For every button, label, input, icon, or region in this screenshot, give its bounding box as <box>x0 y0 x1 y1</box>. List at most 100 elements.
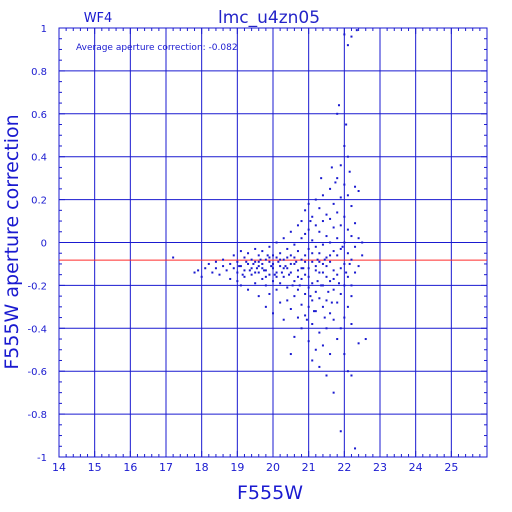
data-point <box>268 245 271 248</box>
data-point <box>339 267 342 270</box>
data-point <box>313 310 316 313</box>
data-point <box>275 271 278 274</box>
data-point <box>318 260 321 263</box>
data-point <box>288 273 291 276</box>
data-point <box>300 220 303 223</box>
data-point <box>218 273 221 276</box>
data-point <box>264 269 267 272</box>
data-point <box>332 318 335 321</box>
data-point <box>332 391 335 394</box>
data-point <box>314 269 317 272</box>
data-point <box>318 271 321 274</box>
data-point <box>343 33 346 36</box>
data-point <box>336 273 339 276</box>
data-point <box>272 280 274 283</box>
data-point <box>311 282 314 285</box>
data-point <box>261 262 264 265</box>
data-point <box>248 269 251 272</box>
data-point <box>316 280 319 283</box>
average-correction-annotation: Average aperture correction: -0.082 <box>76 43 238 53</box>
data-point <box>307 340 310 343</box>
data-point <box>309 220 312 223</box>
data-point <box>325 327 328 330</box>
data-point <box>350 35 353 38</box>
x-tick-label: 24 <box>409 461 423 474</box>
x-tick-label: 21 <box>302 461 316 474</box>
data-point <box>289 254 292 257</box>
data-point <box>264 284 267 287</box>
data-point <box>298 284 301 287</box>
grid <box>58 27 487 458</box>
data-point <box>330 301 333 304</box>
data-point <box>345 123 348 126</box>
data-point <box>346 252 349 255</box>
data-point <box>243 275 246 278</box>
data-point <box>336 338 339 341</box>
data-point <box>320 284 323 287</box>
data-point <box>329 280 332 283</box>
data-point <box>241 273 244 276</box>
data-point <box>304 273 307 276</box>
data-point <box>346 228 349 231</box>
data-point <box>329 187 332 190</box>
data-point <box>364 338 367 341</box>
data-point <box>197 269 200 272</box>
data-point <box>325 265 328 268</box>
data-point <box>346 275 349 278</box>
x-tick-label: 14 <box>52 461 66 474</box>
y-tick-label: -0.8 <box>27 410 47 421</box>
data-point <box>289 262 292 265</box>
data-point <box>350 323 353 326</box>
data-point <box>329 260 332 263</box>
data-point <box>336 211 339 214</box>
data-point <box>259 258 262 261</box>
data-point <box>254 247 257 250</box>
data-point <box>329 241 332 244</box>
data-point <box>321 284 324 287</box>
data-point <box>334 181 337 184</box>
data-point <box>236 271 239 274</box>
data-point <box>346 370 349 373</box>
data-point <box>316 258 319 261</box>
data-point <box>238 265 241 268</box>
data-point <box>307 275 310 278</box>
data-point <box>361 254 364 257</box>
data-point <box>300 327 303 330</box>
data-point <box>305 318 308 321</box>
data-point <box>357 237 360 240</box>
data-point <box>257 295 260 298</box>
data-point <box>293 262 296 265</box>
data-point <box>318 331 321 334</box>
data-point <box>321 271 324 274</box>
data-point <box>286 286 289 289</box>
data-point <box>311 323 314 326</box>
data-point <box>325 213 328 216</box>
data-point <box>300 303 303 306</box>
y-tick-label: 0.6 <box>31 110 47 121</box>
data-point <box>311 239 314 242</box>
x-tick-label: 15 <box>88 461 102 474</box>
data-point <box>350 205 353 208</box>
data-point <box>280 271 283 274</box>
data-point <box>350 374 353 377</box>
y-tick-label: 0.2 <box>31 196 47 207</box>
data-point <box>339 247 342 250</box>
data-point <box>325 275 328 278</box>
data-point <box>289 271 292 274</box>
data-point <box>229 262 232 265</box>
data-point <box>337 282 340 285</box>
chip-label: WF4 <box>84 11 113 26</box>
data-point <box>275 288 278 291</box>
data-point <box>200 275 203 278</box>
data-point <box>355 29 358 32</box>
data-point <box>325 299 328 302</box>
data-point <box>282 258 285 261</box>
data-point <box>343 316 346 319</box>
data-point <box>332 269 335 272</box>
data-point <box>268 273 271 276</box>
data-point <box>268 256 271 259</box>
data-point <box>332 202 335 205</box>
data-point <box>361 241 364 244</box>
data-point <box>314 198 317 201</box>
data-point <box>239 265 242 268</box>
